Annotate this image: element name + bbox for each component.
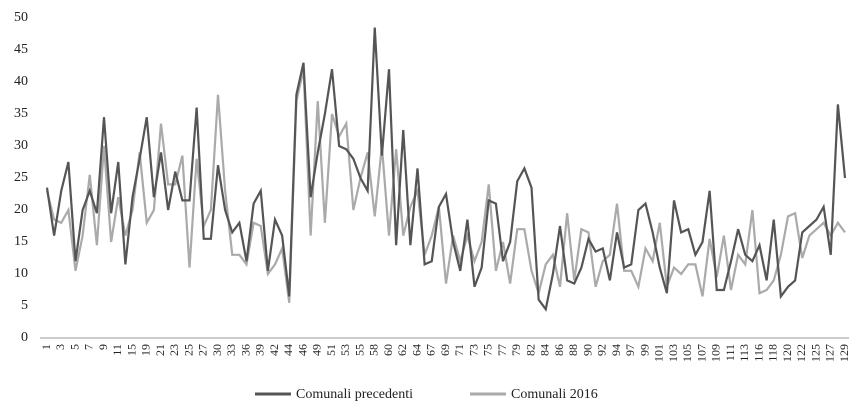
x-tick-label: 3 (53, 344, 67, 350)
x-tick-label: 101 (652, 344, 666, 362)
x-tick-label: 64 (409, 344, 423, 356)
x-tick-label: 39 (253, 344, 267, 356)
series-line (45, 68, 846, 303)
y-tick-label: 35 (14, 106, 28, 121)
x-tick-label: 109 (709, 344, 723, 362)
x-tick-label: 86 (552, 344, 566, 356)
x-tick-label: 99 (637, 344, 651, 356)
y-tick-label: 15 (14, 234, 28, 249)
x-tick-label: 79 (509, 344, 523, 356)
x-tick-label: 21 (153, 344, 167, 356)
x-tick-label: 36 (238, 344, 252, 356)
x-tick-label: 19 (139, 344, 153, 356)
x-tick-label: 125 (808, 344, 822, 362)
x-tick-label: 105 (680, 344, 694, 362)
y-tick-label: 30 (14, 138, 28, 153)
x-tick-label: 15 (124, 344, 138, 356)
x-tick-label: 71 (452, 344, 466, 356)
x-tick-label: 116 (751, 344, 765, 362)
legend-label: Comunali 2016 (511, 387, 598, 402)
x-tick-label: 27 (196, 344, 210, 356)
x-tick-label: 97 (623, 344, 637, 356)
x-tick-label: 92 (595, 344, 609, 356)
x-tick-label: 73 (466, 344, 480, 356)
x-tick-label: 82 (523, 344, 537, 356)
x-tick-label: 77 (495, 344, 509, 356)
x-tick-label: 49 (310, 344, 324, 356)
x-tick-label: 103 (666, 344, 680, 362)
x-tick-label: 111 (723, 344, 737, 361)
x-tick-label: 1 (39, 344, 53, 350)
y-tick-label: 25 (14, 170, 28, 185)
x-tick-label: 62 (395, 344, 409, 356)
x-tick-label: 11 (110, 344, 124, 356)
legend-label: Comunali precedenti (296, 387, 413, 402)
x-tick-label: 33 (224, 344, 238, 356)
x-tick-label: 90 (580, 344, 594, 356)
x-tick-label: 46 (295, 344, 309, 356)
x-tick-label: 84 (538, 344, 552, 356)
x-tick-label: 122 (794, 344, 808, 362)
x-tick-label: 67 (424, 344, 438, 356)
y-tick-label: 40 (14, 74, 28, 89)
x-tick-label: 118 (766, 344, 780, 362)
x-tick-label: 127 (823, 344, 837, 362)
x-tick-label: 75 (481, 344, 495, 356)
x-tick-label: 5 (67, 344, 81, 350)
x-tick-label: 7 (82, 344, 96, 350)
y-tick-label: 45 (14, 42, 28, 57)
x-tick-label: 55 (352, 344, 366, 356)
x-tick-label: 25 (181, 344, 195, 356)
x-tick-label: 42 (267, 344, 281, 356)
x-tick-label: 120 (780, 344, 794, 362)
y-tick-label: 20 (14, 202, 28, 217)
x-tick-label: 53 (338, 344, 352, 356)
y-tick-label: 50 (14, 10, 28, 25)
y-tick-label: 0 (21, 330, 28, 345)
x-tick-label: 88 (566, 344, 580, 356)
x-tick-label: 94 (609, 344, 623, 356)
x-tick-label: 60 (381, 344, 395, 356)
x-tick-label: 23 (167, 344, 181, 356)
series-line (45, 27, 847, 312)
x-tick-label: 9 (96, 344, 110, 350)
x-tick-label: 51 (324, 344, 338, 356)
x-tick-label: 113 (737, 344, 751, 362)
x-tick-label: 129 (837, 344, 849, 362)
x-tick-label: 107 (694, 344, 708, 362)
x-tick-label: 58 (367, 344, 381, 356)
y-tick-label: 10 (14, 266, 28, 281)
y-tick-label: 5 (21, 298, 28, 313)
x-tick-label: 69 (438, 344, 452, 356)
x-tick-label: 44 (281, 344, 295, 356)
x-tick-label: 30 (210, 344, 224, 356)
